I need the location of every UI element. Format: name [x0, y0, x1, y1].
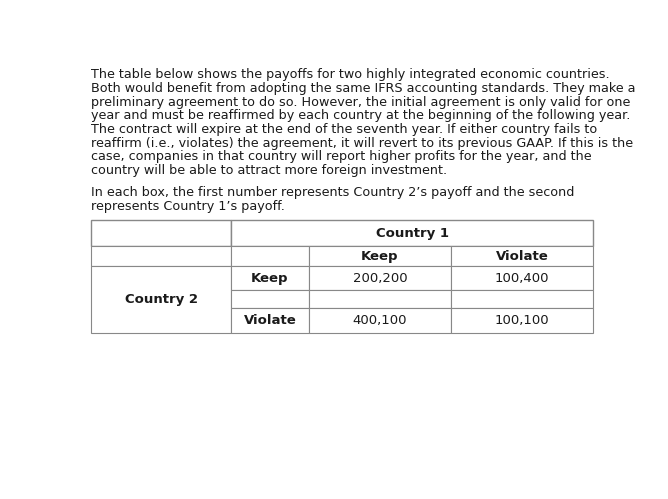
Text: 100,400: 100,400	[495, 272, 550, 285]
Text: The table below shows the payoffs for two highly integrated economic countries.: The table below shows the payoffs for tw…	[92, 68, 610, 81]
Bar	[92, 266, 231, 333]
Bar	[231, 308, 309, 333]
Bar	[451, 266, 593, 290]
Text: represents Country 1’s payoff.: represents Country 1’s payoff.	[92, 200, 285, 213]
Text: country will be able to attract more foreign investment.: country will be able to attract more for…	[92, 164, 448, 177]
Text: Keep: Keep	[361, 250, 399, 262]
Text: Violate: Violate	[244, 314, 296, 327]
Bar	[451, 290, 593, 308]
Bar	[309, 246, 451, 266]
Bar	[309, 308, 451, 333]
Text: year and must be reaffirmed by each country at the beginning of the following ye: year and must be reaffirmed by each coun…	[92, 109, 631, 122]
Bar	[451, 308, 593, 333]
Bar	[231, 266, 309, 290]
Text: case, companies in that country will report higher profits for the year, and the: case, companies in that country will rep…	[92, 150, 592, 163]
Text: In each box, the first number represents Country 2’s payoff and the second: In each box, the first number represents…	[92, 186, 574, 199]
Text: 400,100: 400,100	[353, 314, 407, 327]
Text: Both would benefit from adopting the same IFRS accounting standards. They make a: Both would benefit from adopting the sam…	[92, 82, 636, 95]
Bar	[451, 246, 593, 266]
Text: 200,200: 200,200	[353, 272, 407, 285]
Text: Violate: Violate	[496, 250, 548, 262]
Text: The contract will expire at the end of the seventh year. If either country fails: The contract will expire at the end of t…	[92, 123, 597, 136]
Bar	[309, 266, 451, 290]
Bar	[92, 246, 231, 266]
Text: Keep: Keep	[251, 272, 289, 285]
Bar	[231, 290, 309, 308]
Text: preliminary agreement to do so. However, the initial agreement is only valid for: preliminary agreement to do so. However,…	[92, 96, 631, 109]
Bar	[309, 290, 451, 308]
Text: reaffirm (i.e., violates) the agreement, it will revert to its previous GAAP. If: reaffirm (i.e., violates) the agreement,…	[92, 137, 633, 150]
Bar	[231, 246, 309, 266]
Text: Country 1: Country 1	[375, 227, 449, 240]
Text: Country 2: Country 2	[125, 293, 198, 306]
Bar	[92, 220, 231, 246]
Text: 100,100: 100,100	[495, 314, 550, 327]
Bar	[231, 220, 593, 246]
